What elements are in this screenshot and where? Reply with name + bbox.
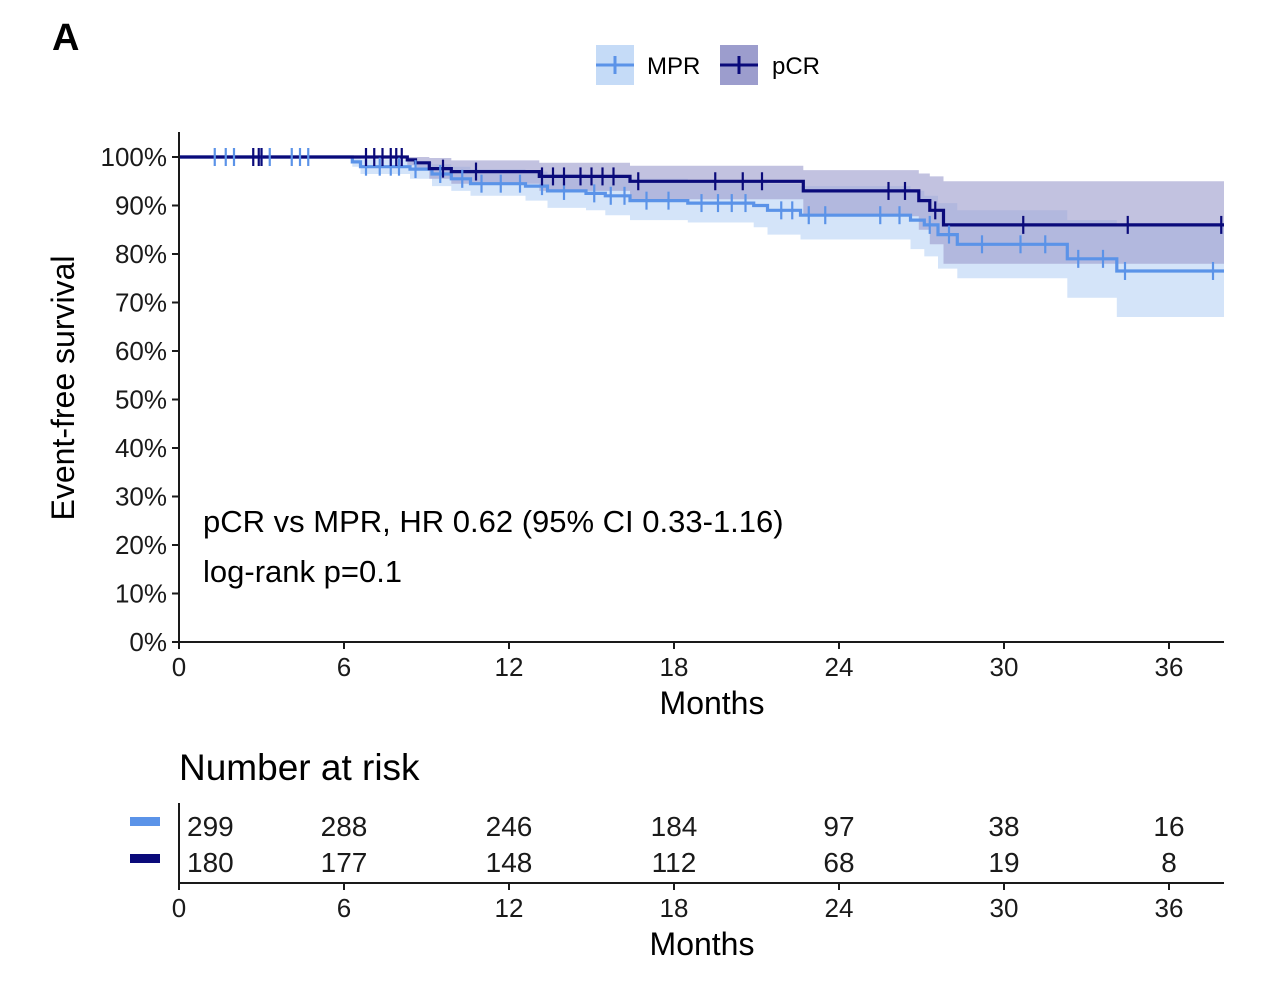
x-tick-label: 6: [337, 652, 351, 682]
ci-band-pcr: [179, 157, 1224, 264]
y-tick-label: 60%: [115, 336, 167, 366]
risk-count-pcr: 68: [823, 847, 854, 878]
x-tick-label: 30: [990, 652, 1019, 682]
risk-count-mpr: 299: [187, 811, 234, 842]
legend-pcr-label: pCR: [772, 53, 820, 80]
main-axes: [178, 132, 1224, 643]
y-tick-label: 70%: [115, 288, 167, 318]
hazard-ratio-annotation: pCR vs MPR, HR 0.62 (95% CI 0.33-1.16): [203, 504, 784, 539]
y-tick-label: 20%: [115, 530, 167, 560]
risk-count-mpr: 184: [651, 811, 698, 842]
y-tick-label: 80%: [115, 239, 167, 269]
panel-label: A: [52, 17, 79, 59]
risk-count-mpr: 97: [823, 811, 854, 842]
x-axis-title: Months: [660, 685, 765, 721]
risk-x-tick-label: 6: [337, 893, 351, 923]
censor-marks: [213, 148, 1223, 280]
risk-rows: 299 288 246 184 97 38 16 180 177 148 112 68 19 8: [187, 811, 1185, 878]
y-tick-label: 40%: [115, 433, 167, 463]
risk-x-tick-label: 30: [990, 893, 1019, 923]
risk-mpr-swatch: [130, 817, 160, 826]
y-axis-ticks: 0% 10% 20% 30% 40% 50% 60% 70% 80% 90% 100%: [101, 142, 179, 657]
x-tick-label: 18: [660, 652, 689, 682]
y-tick-label: 30%: [115, 482, 167, 512]
risk-count-pcr: 112: [652, 847, 697, 878]
risk-table-title: Number at risk: [179, 747, 420, 788]
risk-x-tick-label: 12: [495, 893, 524, 923]
y-tick-label: 90%: [115, 191, 167, 221]
confidence-bands: [179, 157, 1224, 317]
ci-band-mpr: [179, 157, 1224, 317]
legend-mpr-label: MPR: [647, 53, 700, 80]
y-tick-label: 0%: [129, 627, 167, 657]
x-axis-ticks: 0 6 12 18 24 30 36: [172, 642, 1184, 682]
risk-count-pcr: 148: [486, 847, 533, 878]
risk-count-mpr: 288: [321, 811, 368, 842]
risk-count-pcr: 180: [187, 847, 234, 878]
logrank-annotation: log-rank p=0.1: [203, 554, 402, 589]
risk-count-mpr: 38: [988, 811, 1019, 842]
risk-count-mpr: 16: [1153, 811, 1184, 842]
risk-x-tick-label: 0: [172, 893, 186, 923]
risk-x-axis-title: Months: [650, 926, 755, 962]
risk-x-tick-label: 18: [660, 893, 689, 923]
legend: MPR pCR: [596, 45, 820, 85]
y-axis-title: Event-free survival: [45, 256, 81, 521]
x-tick-label: 24: [825, 652, 854, 682]
risk-count-pcr: 177: [321, 847, 368, 878]
risk-x-tick-label: 24: [825, 893, 854, 923]
y-tick-label: 50%: [115, 385, 167, 415]
x-tick-label: 0: [172, 652, 186, 682]
risk-count-pcr: 19: [988, 847, 1019, 878]
y-tick-label: 100%: [101, 142, 168, 172]
y-tick-label: 10%: [115, 579, 167, 609]
risk-x-tick-label: 36: [1155, 893, 1184, 923]
risk-pcr-swatch: [130, 854, 160, 863]
risk-x-axis-ticks: 0 6 12 18 24 30 36: [172, 883, 1184, 923]
risk-count-pcr: 8: [1161, 847, 1177, 878]
risk-count-mpr: 246: [486, 811, 533, 842]
x-tick-label: 36: [1155, 652, 1184, 682]
x-tick-label: 12: [495, 652, 524, 682]
